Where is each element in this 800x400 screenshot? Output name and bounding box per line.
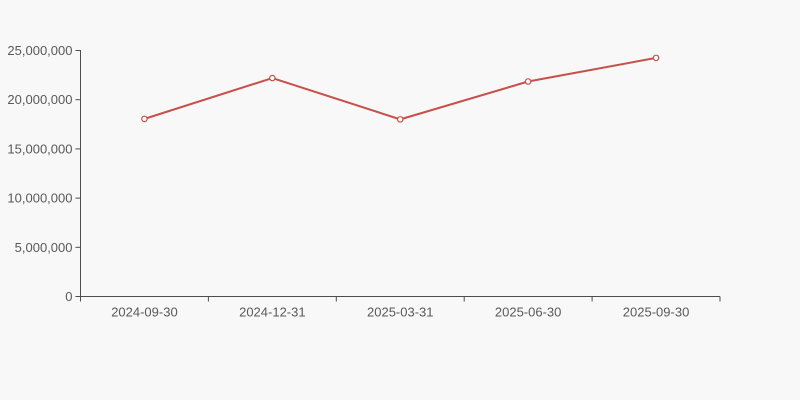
y-axis-tick-label: 0 [65, 289, 72, 304]
data-point-marker [524, 78, 532, 85]
y-axis-tick-label: 15,000,000 [7, 141, 72, 156]
y-axis-tick-label: 5,000,000 [15, 240, 73, 255]
x-axis-tick-label: 2024-12-31 [239, 305, 306, 320]
x-axis-tick-label: 2025-09-30 [623, 305, 690, 320]
x-axis-tick-label: 2024-09-30 [111, 305, 178, 320]
data-point-marker [141, 115, 148, 123]
y-axis-tick-label: 20,000,000 [7, 92, 72, 107]
x-axis-tick-label: 2025-06-30 [495, 305, 562, 320]
y-axis-tick-label: 25,000,000 [7, 43, 72, 58]
data-point-marker [652, 54, 660, 62]
y-axis-tick-label: 10,000,000 [7, 191, 72, 206]
x-axis-tick-label: 2025-03-31 [367, 305, 434, 320]
data-point-marker [396, 116, 404, 123]
data-point-marker [269, 74, 276, 82]
